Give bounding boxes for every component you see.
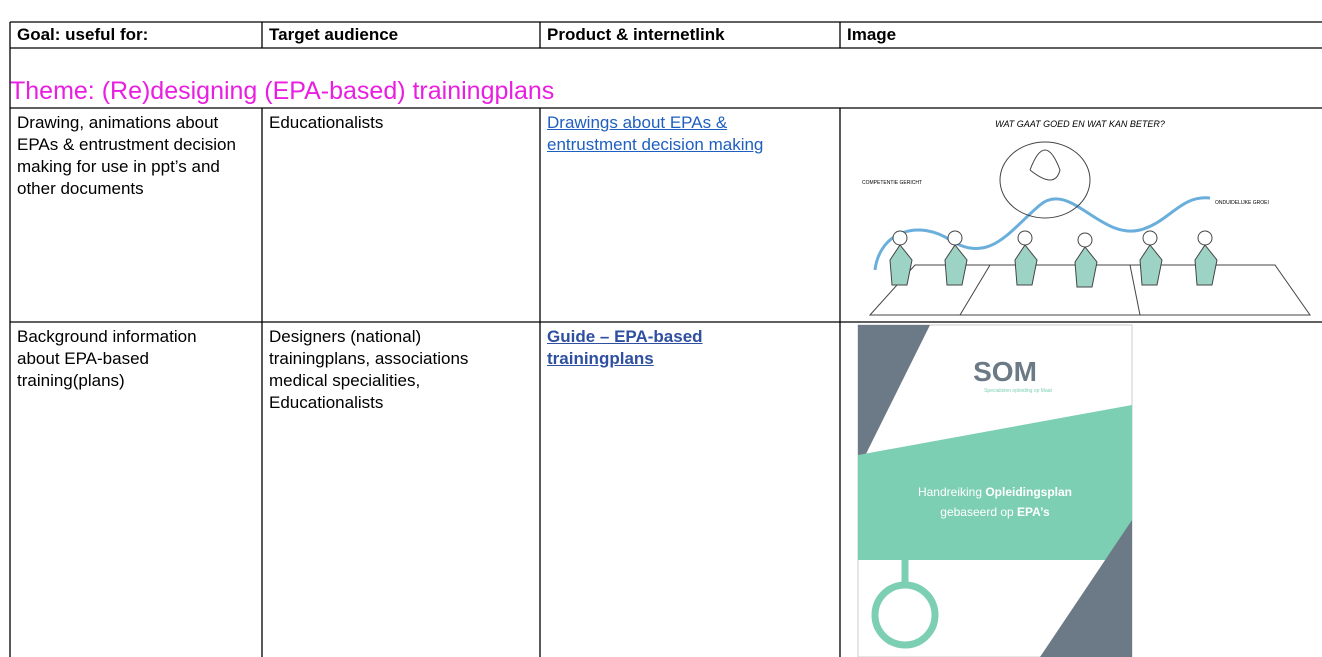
cover-logo: SOM: [973, 356, 1037, 387]
cover-title-part: Opleidingsplan: [985, 485, 1072, 499]
cover-logo-sub: Specialisten opleiding op Maat: [984, 388, 1052, 394]
cover-image: SOM Specialisten opleiding op Maat Handr…: [857, 324, 1133, 657]
header-cell: Target audience: [269, 25, 399, 44]
link[interactable]: Guide – EPA-based trainingplans: [547, 327, 703, 368]
header-cell: Goal: useful for:: [17, 25, 149, 44]
header-cell: Image: [847, 25, 897, 44]
cover-title: gebaseerd op EPA’s: [940, 505, 1050, 519]
drawing-image: WAT GAAT GOED EN WAT KAN BETER? COMPETEN…: [855, 110, 1322, 320]
drawing-title: WAT GAAT GOED EN WAT KAN BETER?: [995, 119, 1165, 129]
cover-title-part: Handreiking: [918, 485, 985, 499]
cover-title: Handreiking Opleidingsplan: [918, 485, 1072, 499]
cell: Educationalists: [269, 113, 384, 132]
cell: Background information about EPA-based t…: [17, 327, 197, 390]
cell: Drawing, animations about EPAs & entrust…: [17, 113, 236, 198]
link[interactable]: Drawings about EPAs & entrustment decisi…: [547, 113, 764, 154]
cover-title-part: EPA’s: [1017, 505, 1050, 519]
drawing-label: ONDUIDELIJKE GROEI: [1215, 200, 1269, 206]
drawing-label: COMPETENTIE GERICHT: [862, 180, 922, 186]
cover-title-part: gebaseerd op: [940, 505, 1017, 519]
cell: Designers (national) trainingplans, asso…: [269, 327, 469, 412]
theme-heading: Theme: (Re)designing (EPA-based) trainin…: [10, 77, 555, 105]
header-cell: Product & internetlink: [547, 25, 725, 44]
